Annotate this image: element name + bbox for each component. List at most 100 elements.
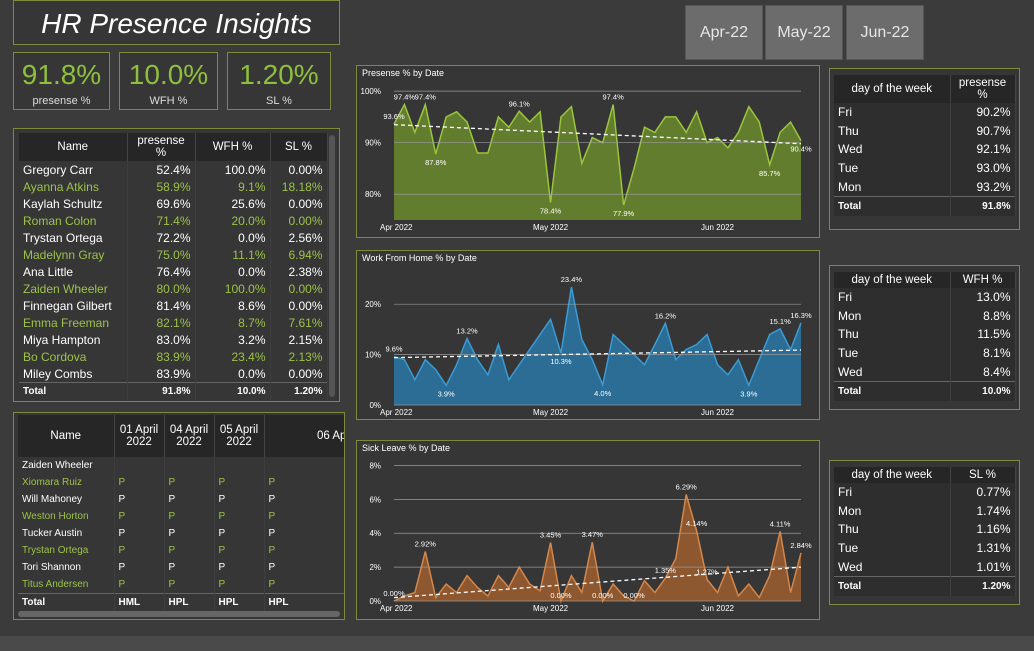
table-cell: Kaylah Schultz [19,195,128,212]
table-cell: P [164,474,215,491]
x-tick-label: Apr 2022 [380,604,413,613]
table-cell: P [114,508,165,525]
name-table-panel: Name presense % WFH % SL % Gregory Carr 52.4%… [13,128,340,402]
total-cell: HPL [264,593,344,611]
table-row: Bo Cordova 83.9% 23.4% 2.13% [19,348,328,365]
table-cell [114,457,165,474]
x-tick-label: Apr 2022 [380,408,413,417]
table-cell: 11.1% [195,246,271,263]
y-tick-label: 90% [365,139,381,148]
table-row: Trystan Ortega P P P P [18,542,344,559]
total-row: Total 91.8% [834,195,1016,216]
table-cell: Madelynn Gray [19,246,128,263]
table-cell: P [164,542,215,559]
table-row: Zaiden Wheeler [18,457,344,474]
table-cell: 20.0% [195,212,271,229]
table-cell: Roman Colon [19,212,128,229]
table-row: Gregory Carr 52.4% 100.0% 0.00% [19,161,328,178]
table-cell: 93.0% [950,158,1016,178]
chart-title: Presense % by Date [362,68,444,78]
data-label: 4.0% [594,389,611,398]
table-cell: Zaiden Wheeler [18,457,115,474]
table-cell: P [264,542,344,559]
area [394,104,801,220]
table-cell: Tue [834,538,951,558]
table-cell: 83.9% [127,365,196,383]
table-cell: 0.0% [195,263,271,280]
table-row: Thu 90.7% [834,121,1016,141]
table-cell: Ana Little [19,263,128,280]
table-cell: Miya Hampton [19,331,128,348]
table-cell: 18.18% [270,178,328,195]
y-tick-label: 10% [365,351,381,360]
table-cell: Trystan Ortega [19,229,128,246]
table-cell: Fri [834,288,951,307]
table-cell: 90.7% [950,121,1016,141]
scrollbar[interactable] [329,135,335,397]
table-cell: Thu [834,121,951,141]
data-label: 2.92% [415,540,437,549]
table-cell: P [264,508,344,525]
total-cell: Total [834,195,951,216]
table-cell: P [164,559,215,576]
kpi-value: 10.0% [128,59,209,90]
column-header: presense % [127,133,196,161]
table-cell: P [114,559,165,576]
table-cell: 0.00% [270,365,328,383]
y-tick-label: 0% [369,597,381,606]
y-tick-label: 100% [361,87,381,96]
y-tick-label: 80% [365,190,381,199]
table-cell: Tori Shannon [18,559,115,576]
table-row: Kaylah Schultz 69.6% 25.6% 0.00% [19,195,328,212]
table-cell: 69.6% [127,195,196,212]
table-row: Fri 90.2% [834,103,1016,122]
area [394,287,801,405]
table-cell: 83.9% [127,348,196,365]
table-cell: Mon [834,501,951,521]
chart-panel: Work From Home % by Date 0% 10% 20% Apr 2022… [356,250,820,420]
table-cell: Wed [834,362,951,382]
data-label: 93.6% [383,112,405,121]
data-label: 10.3% [550,357,572,366]
total-cell: 1.20% [270,382,328,400]
data-label: 0.00% [383,589,405,598]
area [394,494,801,601]
column-header: 05 April 2022 [214,415,265,457]
scrollbar[interactable] [18,611,340,617]
table-cell: Ayanna Atkins [19,178,128,195]
table-row: Fri 13.0% [834,288,1016,307]
table-row: Finnegan Gilbert 81.4% 8.6% 0.00% [19,297,328,314]
table-cell: 7.61% [270,314,328,331]
table-cell: Finnegan Gilbert [19,297,128,314]
table: Name presense % WFH % SL % Gregory Carr 52.4%… [19,133,328,400]
table: day of the week presense % Fri 90.2% Thu 90.7… [834,75,1016,216]
table-cell: P [214,542,265,559]
chart: Work From Home % by Date 0% 10% 20% Apr 2022… [362,253,812,417]
table-cell: 1.74% [950,501,1016,521]
data-label: 1.27% [696,567,718,576]
month-button[interactable]: Apr-22 [685,5,763,60]
data-label: 6.29% [676,482,698,491]
table-cell: P [214,559,265,576]
table-cell: 72.2% [127,229,196,246]
chart: Presense % by Date 80% 90% 100% Apr 2022 May … [361,68,812,232]
table-cell: P [114,491,165,508]
table-row: Xiomara Ruiz P P P P [18,474,344,491]
title-box: HR Presence Insights [13,0,340,45]
month-button[interactable]: May-22 [765,5,843,60]
data-label: 16.2% [655,311,677,320]
x-tick-label: Jun 2022 [701,408,734,417]
table-cell: Wed [834,557,951,577]
total-cell: HML [114,593,165,611]
column-header: 04 April 2022 [164,415,215,457]
table-cell: Xiomara Ruiz [18,474,115,491]
table-cell: 0.00% [270,280,328,297]
table-cell: 100.0% [195,161,271,178]
month-button[interactable]: Jun-22 [846,5,924,60]
table-row: Titus Andersen P P P P [18,576,344,594]
table-cell: 2.15% [270,331,328,348]
title: HR Presence Insights [41,8,312,39]
data-label: 23.4% [561,275,583,284]
data-label: 1.35% [655,566,677,575]
table-cell: Wed [834,140,951,159]
